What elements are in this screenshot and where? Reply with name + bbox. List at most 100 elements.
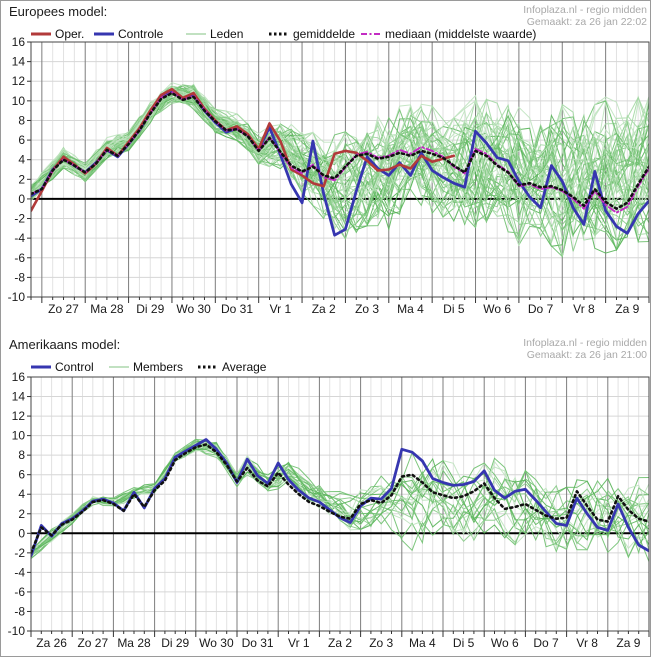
x-tick-label: Wo 6 [483,302,511,316]
info-source: Infoplaza.nl - regio midden [523,4,647,16]
x-tick-label: Ma 4 [409,636,436,650]
y-tick-label: -6 [14,585,25,599]
legend-item: Oper. [31,25,85,41]
chart-info: Infoplaza.nl - regio midden Gemaakt: za … [523,337,647,361]
member-line [31,441,649,550]
legend-label: Leden [210,26,244,41]
chart-legend: Oper. Controle Leden gemiddelde mediaan (mid… [1,25,650,41]
ensemble-members [31,82,649,259]
series-line-average [31,443,649,555]
y-tick-label: -10 [8,624,26,638]
x-tick-label: Za 2 [312,302,336,316]
legend-label: mediaan (middelste waarde) [385,26,537,41]
y-tick-label: -10 [8,290,26,304]
x-tick-label: Do 31 [242,636,274,650]
x-tick-label: Ma 28 [117,636,151,650]
legend-swatch-solid [31,32,51,36]
y-tick-label: 2 [18,172,25,186]
series-line-oper [31,87,456,212]
legend-swatch-solid [94,32,114,36]
axes: -10 -8 -6 -4 -2 0 2 4 6 8 10 12 14 16 Za 26 Zo 27 Ma 28 D… [8,370,650,650]
x-tick-label: Do 7 [533,636,559,650]
legend-label: Controle [118,26,164,41]
x-tick-label: Di 29 [136,302,164,316]
grid [31,42,649,297]
x-tick-label: Vr 8 [573,302,595,316]
member-line [31,96,649,243]
x-tick-label: Za 26 [36,636,67,650]
plume-plot-american: -10 -8 -6 -4 -2 0 2 4 6 8 10 12 14 16 Za 26 Zo 27 Ma 28 D… [8,370,650,650]
x-tick-label: Ma 4 [397,302,424,316]
info-source: Infoplaza.nl - regio midden [523,337,647,349]
y-tick-label: 0 [18,192,25,206]
legend-label: Average [222,359,267,374]
legend-item: Average [198,358,267,374]
x-tick-label: Di 5 [453,636,475,650]
y-tick-label: -6 [14,251,25,265]
x-tick-label: Do 31 [221,302,253,316]
legend-swatch-dotted [269,32,289,36]
legend-item: Leden [186,25,244,41]
x-tick-label: Zo 27 [77,636,108,650]
chart-title: Europees model: [9,4,108,19]
legend-item: gemiddelde [269,25,356,41]
legend-item: mediaan (middelste waarde) [361,25,537,41]
x-tick-label: Ma 28 [90,302,124,316]
y-tick-label: 14 [12,55,26,69]
series-line-control [31,438,649,558]
x-tick-label: Do 7 [528,302,554,316]
member-line [31,82,649,206]
info-generated: Gemaakt: za 26 jan 21:00 [526,349,647,361]
chart-title: Amerikaans model: [9,337,121,352]
x-tick-label: Vr 1 [288,636,310,650]
x-tick-label: Zo 3 [369,636,393,650]
y-tick-label: -2 [14,546,25,560]
axes: -10 -8 -6 -4 -2 0 2 4 6 8 10 12 14 16 Zo 27 Ma 28 Di 29 W… [8,35,650,316]
member-line [31,97,649,252]
y-tick-label: 2 [18,507,25,521]
legend-label: gemiddelde [293,26,356,41]
x-tick-label: Zo 27 [48,302,79,316]
legend-swatch-solid [109,366,129,368]
y-tick-label: 0 [18,526,25,540]
y-tick-label: 12 [12,74,26,88]
y-tick-label: 16 [12,35,26,49]
y-tick-label: 4 [18,153,25,167]
legend-label: Members [133,359,184,374]
y-tick-label: -2 [14,212,25,226]
x-tick-label: Wo 30 [199,636,234,650]
legend-swatch-solid [31,365,51,369]
legend-item: Control [31,358,94,374]
legend-swatch-dotted [198,365,218,369]
member-line [31,88,649,258]
member-line [31,89,649,198]
plume-plot-european: -10 -8 -6 -4 -2 0 2 4 6 8 10 12 14 16 Zo 27 Ma 28 Di 29 W… [8,35,650,316]
american-model-chart: Amerikaans model: Infoplaza.nl - regio m… [1,334,650,656]
y-tick-label: -8 [14,270,25,284]
legend-label: Oper. [55,26,85,41]
x-tick-label: Za 9 [616,636,640,650]
x-tick-label: Wo 30 [176,302,211,316]
y-tick-label: 8 [18,113,25,127]
y-tick-label: -8 [14,604,25,618]
y-tick-label: 8 [18,448,25,462]
y-tick-label: 6 [18,468,25,482]
y-tick-label: 10 [12,429,26,443]
legend-swatch-solid [186,33,206,35]
x-tick-label: Wo 6 [491,636,519,650]
x-tick-label: Di 29 [161,636,189,650]
legend-item: Controle [94,25,164,41]
y-tick-label: 14 [12,390,26,404]
european-model-chart: Europees model: Infoplaza.nl - regio mid… [1,1,650,333]
chart-legend: Control Members Average [1,358,650,374]
y-tick-label: 10 [12,94,26,108]
chart-info: Infoplaza.nl - regio midden Gemaakt: za … [523,4,647,28]
series-line-gemiddelde [31,91,649,210]
x-tick-label: Di 5 [443,302,465,316]
x-tick-label: Za 9 [615,302,639,316]
legend-swatch-dashdot [361,32,381,35]
y-tick-label: 12 [12,409,26,423]
x-tick-label: Za 2 [328,636,352,650]
member-line [31,94,649,227]
